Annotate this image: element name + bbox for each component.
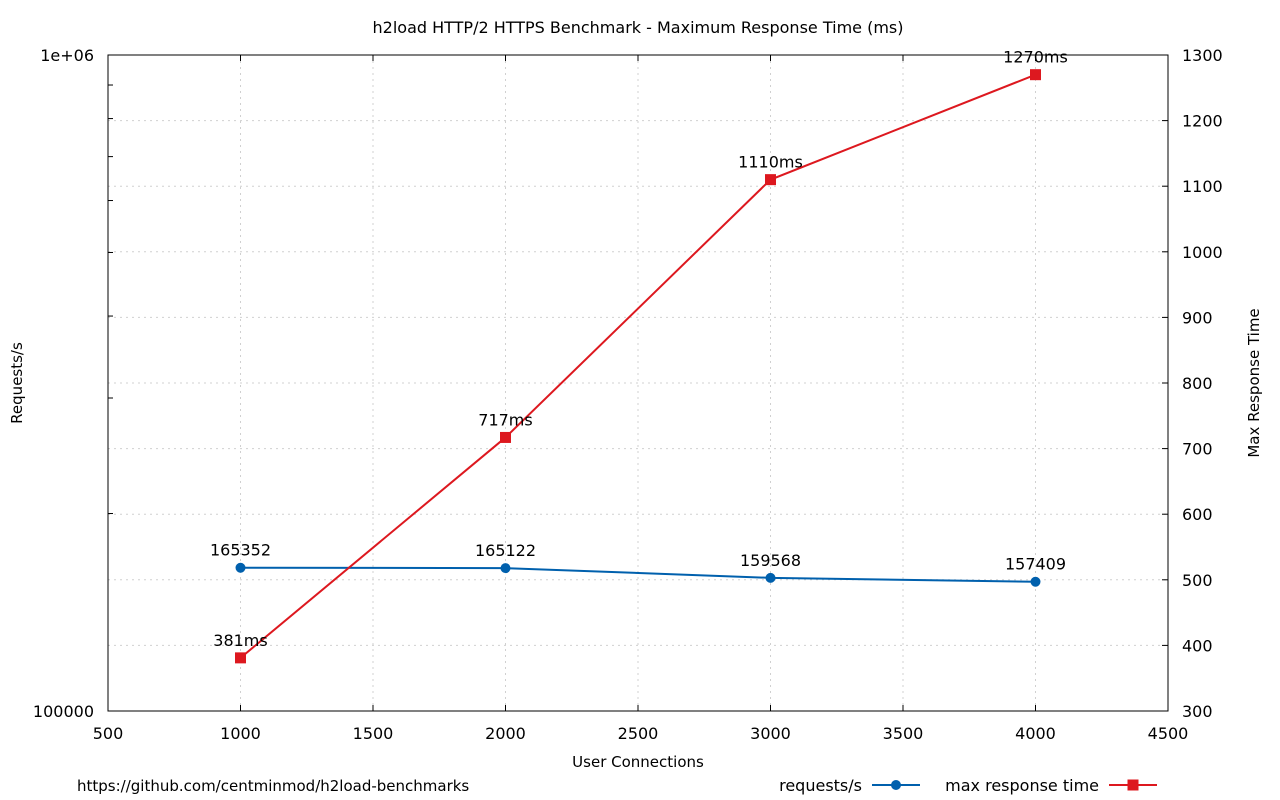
y-right-tick-label: 1100 xyxy=(1182,177,1223,196)
x-tick-label: 3500 xyxy=(883,724,924,743)
data-label: 157409 xyxy=(1005,555,1066,574)
y-right-tick-label: 500 xyxy=(1182,571,1213,590)
legend-marker xyxy=(891,780,901,790)
data-label: 165352 xyxy=(210,541,271,560)
y-right-tick-label: 700 xyxy=(1182,440,1213,459)
source-url[interactable]: https://github.com/centminmod/h2load-ben… xyxy=(77,777,469,795)
x-tick-label: 4500 xyxy=(1148,724,1189,743)
chart-title: h2load HTTP/2 HTTPS Benchmark - Maximum … xyxy=(373,18,904,37)
series-line-0 xyxy=(240,566,1036,583)
data-point xyxy=(235,652,246,664)
x-axis-label: User Connections xyxy=(572,753,704,771)
tick-layer: 500 1000 1500 2000 2500 3000 3500 4000 4500 300 40… xyxy=(33,46,1223,743)
legend-marker xyxy=(1127,779,1139,791)
y-right-tick-label: 900 xyxy=(1182,308,1213,327)
data-point xyxy=(765,174,776,186)
data-point xyxy=(235,562,246,573)
x-tick-label: 1000 xyxy=(220,724,261,743)
data-point xyxy=(1030,69,1041,81)
x-tick-label: 500 xyxy=(93,724,124,743)
data-label: 1110ms xyxy=(738,153,803,172)
x-tick-label: 3000 xyxy=(750,724,791,743)
legend-label: max response time xyxy=(945,776,1099,795)
x-tick-label: 2500 xyxy=(618,724,659,743)
data-label: 165122 xyxy=(475,541,536,560)
data-point xyxy=(500,563,511,574)
legend: requests/s max response time xyxy=(779,776,1157,795)
x-tick-label: 4000 xyxy=(1015,724,1056,743)
y-axis-right-label: Max Response Time xyxy=(1245,308,1263,457)
data-label: 159568 xyxy=(740,551,801,570)
x-tick-label: 2000 xyxy=(485,724,526,743)
y-right-tick-label: 1300 xyxy=(1182,46,1223,65)
y-right-tick-label: 800 xyxy=(1182,374,1213,393)
data-point xyxy=(500,431,511,443)
y-left-tick-label: 1e+06 xyxy=(40,46,94,65)
y-right-tick-label: 1000 xyxy=(1182,243,1223,262)
y-right-tick-label: 400 xyxy=(1182,636,1213,655)
x-tick-label: 1500 xyxy=(353,724,394,743)
y-right-tick-label: 600 xyxy=(1182,505,1213,524)
data-point xyxy=(1030,576,1041,587)
grid-layer xyxy=(108,55,1168,711)
data-label: 717ms xyxy=(478,410,532,429)
data-point xyxy=(765,572,776,583)
y-right-tick-label: 300 xyxy=(1182,702,1213,721)
series-line-1 xyxy=(239,73,1036,659)
series-layer: 165352 165122 159568 157409 381ms 717ms 1110ms… xyxy=(210,48,1068,664)
y-axis-left-label: Requests/s xyxy=(8,342,26,424)
data-label: 381ms xyxy=(213,631,267,650)
legend-label: requests/s xyxy=(779,776,862,795)
y-right-tick-label: 1200 xyxy=(1182,112,1223,131)
data-label: 1270ms xyxy=(1003,48,1068,67)
y-left-tick-label: 100000 xyxy=(33,702,94,721)
